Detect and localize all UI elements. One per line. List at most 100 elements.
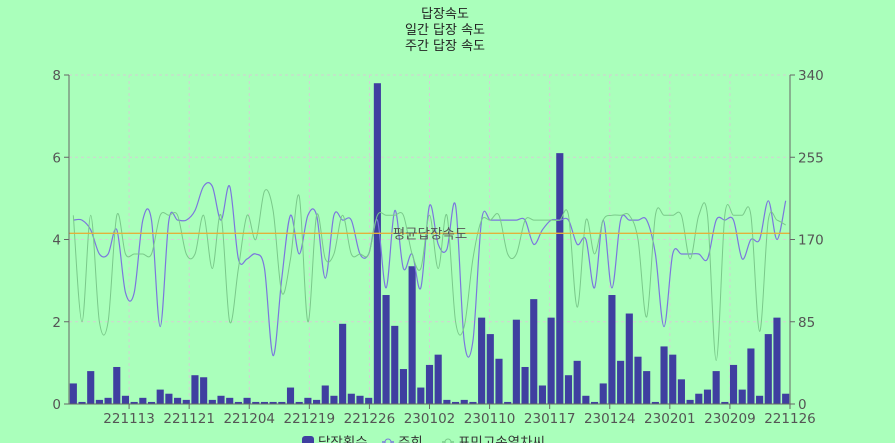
x-tick-label: 221121 xyxy=(163,411,215,427)
legend-entry-label: 표민고속열차씨 xyxy=(458,435,545,443)
x-tick-label: 221126 xyxy=(764,411,816,427)
bar xyxy=(321,385,329,404)
bar xyxy=(495,358,503,404)
bar xyxy=(443,399,451,404)
legend-entry-label: 주회 xyxy=(398,435,423,443)
bar xyxy=(313,399,321,404)
bar xyxy=(391,325,399,404)
chart-subtitle-daily: 일간 답장 속도 xyxy=(405,23,485,38)
bar xyxy=(773,317,781,404)
bar xyxy=(104,397,112,404)
bar xyxy=(139,397,147,404)
bar xyxy=(156,389,164,404)
bar xyxy=(460,399,468,404)
bar xyxy=(669,354,677,404)
bar xyxy=(556,153,564,404)
x-tick-label: 230209 xyxy=(704,411,756,427)
bar xyxy=(677,379,685,404)
bar xyxy=(521,366,529,404)
reference-line-group: 평균답장속도 xyxy=(69,226,790,242)
bar xyxy=(113,366,121,404)
bar xyxy=(208,399,216,404)
bar xyxy=(634,356,642,404)
bar xyxy=(191,375,199,404)
bar xyxy=(408,266,416,404)
bar xyxy=(686,399,694,404)
bar xyxy=(339,323,347,404)
bar xyxy=(695,393,703,404)
bar xyxy=(512,319,520,404)
chart-title: 답장속도 일간 답장 속도 주간 답장 속도 xyxy=(405,7,485,54)
bar xyxy=(573,360,581,404)
bar xyxy=(286,387,295,404)
bar xyxy=(382,295,390,404)
reference-line-label: 평균답장속도 xyxy=(393,226,468,242)
bar xyxy=(738,389,746,404)
bar xyxy=(373,83,381,404)
bar xyxy=(260,401,269,404)
bar xyxy=(747,348,755,404)
legend-entry-label: 답장횟수 xyxy=(318,435,368,443)
bar-series xyxy=(69,83,790,404)
bar xyxy=(703,389,712,404)
bar xyxy=(226,397,234,404)
line-series-weekly xyxy=(73,182,787,358)
bar xyxy=(87,371,95,404)
bar xyxy=(451,401,460,404)
bar xyxy=(417,387,425,404)
bar xyxy=(721,401,729,404)
legend-swatch-marker xyxy=(444,438,452,443)
bar xyxy=(295,401,303,404)
legend-swatch-bar xyxy=(302,436,314,443)
legend-swatch-marker xyxy=(384,438,392,443)
bar xyxy=(547,317,555,404)
bar xyxy=(121,395,130,404)
y-left-tick-label: 2 xyxy=(52,315,61,331)
bar xyxy=(217,395,225,404)
bar xyxy=(504,401,512,404)
bar xyxy=(69,383,77,404)
bar xyxy=(200,377,208,404)
bar xyxy=(365,397,373,404)
bar xyxy=(599,383,607,404)
bar xyxy=(608,295,616,404)
bar xyxy=(469,401,477,404)
bar xyxy=(582,395,590,404)
bar xyxy=(729,364,738,404)
x-tick-label: 221204 xyxy=(223,411,275,427)
y-right-tick-label: 255 xyxy=(798,150,824,166)
bar xyxy=(269,401,277,404)
bar xyxy=(660,346,668,404)
bar xyxy=(712,371,720,404)
bar xyxy=(78,401,86,404)
legend[interactable]: 답장횟수 주회 표민고속열차씨 xyxy=(302,435,545,443)
y-left-tick-label: 8 xyxy=(52,68,61,84)
y-left-tick-label: 0 xyxy=(52,397,61,413)
y-right-tick-label: 85 xyxy=(798,315,815,331)
bar xyxy=(590,401,599,404)
chart-title-line: 답장속도 xyxy=(421,7,469,22)
chart-subtitle-weekly: 주간 답장 속도 xyxy=(405,39,485,54)
bar xyxy=(399,369,408,404)
line-series-secondary xyxy=(72,189,786,362)
x-tick-label: 221113 xyxy=(103,411,155,427)
bar xyxy=(425,364,434,404)
x-tick-label: 230117 xyxy=(524,411,576,427)
bar xyxy=(304,397,312,404)
bar xyxy=(347,393,355,404)
y-left-tick-label: 6 xyxy=(52,150,61,166)
grid xyxy=(69,74,790,404)
line-series-group xyxy=(72,182,787,362)
bar xyxy=(243,397,251,404)
axes: 0 2 4 6 8 0 85 170 255 340 221113 221121 221204 22121… xyxy=(52,68,823,427)
bar xyxy=(130,401,138,404)
bar xyxy=(756,395,764,404)
bar xyxy=(625,313,633,404)
x-tick-label: 230201 xyxy=(644,411,696,427)
x-tick-label: 221226 xyxy=(344,411,396,427)
bar xyxy=(356,395,364,404)
y-right-tick-label: 0 xyxy=(798,397,807,413)
bar xyxy=(782,393,790,404)
bar xyxy=(564,375,573,404)
